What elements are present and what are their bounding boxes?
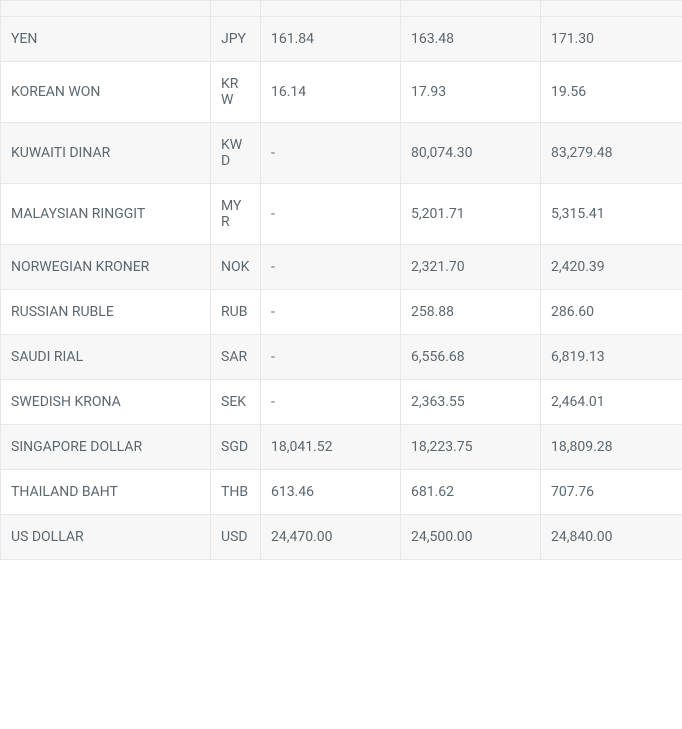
currency-name-cell: SAUDI RIAL	[1, 335, 211, 380]
rate-3-cell: 707.76	[541, 470, 682, 515]
currency-name-cell: RUSSIAN RUBLE	[1, 290, 211, 335]
currency-name-cell: KOREAN WON	[1, 62, 211, 123]
table-row: US DOLLARUSD24,470.0024,500.0024,840.00	[1, 515, 682, 560]
rate-2-cell: 18,223.75	[401, 425, 541, 470]
rate-1-cell: -	[261, 184, 401, 245]
currency-code-cell: USD	[211, 515, 261, 560]
rate-3-cell: 2,420.39	[541, 245, 682, 290]
currency-rate-table: YENJPY161.84163.48171.30KOREAN WONKRW16.…	[0, 0, 682, 560]
currency-code-cell: MYR	[211, 184, 261, 245]
rate-1-cell: 16.14	[261, 62, 401, 123]
table-row: THAILAND BAHTTHB613.46681.62707.76	[1, 470, 682, 515]
currency-name-cell: SWEDISH KRONA	[1, 380, 211, 425]
table-row: RUSSIAN RUBLERUB-258.88286.60	[1, 290, 682, 335]
rate-1-cell: 161.84	[261, 17, 401, 62]
rate-1-cell: -	[261, 335, 401, 380]
rate-3-cell: 6,819.13	[541, 335, 682, 380]
rate-3-cell: 171.30	[541, 17, 682, 62]
currency-name-cell: MALAYSIAN RINGGIT	[1, 184, 211, 245]
currency-name-cell: NORWEGIAN KRONER	[1, 245, 211, 290]
currency-code-cell: RUB	[211, 290, 261, 335]
table-row: KOREAN WONKRW16.1417.9319.56	[1, 62, 682, 123]
table-row: SWEDISH KRONASEK-2,363.552,464.01	[1, 380, 682, 425]
rate-1-cell: 18,041.52	[261, 425, 401, 470]
rate-2-cell: 2,363.55	[401, 380, 541, 425]
rate-2-cell: 80,074.30	[401, 123, 541, 184]
rate-1-cell: -	[261, 290, 401, 335]
rate-2-cell: 5,201.71	[401, 184, 541, 245]
currency-name-cell: THAILAND BAHT	[1, 470, 211, 515]
rate-2-cell: 258.88	[401, 290, 541, 335]
currency-code-cell: KWD	[211, 123, 261, 184]
rate-2-cell: 2,321.70	[401, 245, 541, 290]
rate-3-cell: 5,315.41	[541, 184, 682, 245]
rate-1-cell: -	[261, 123, 401, 184]
rate-2-cell: 24,500.00	[401, 515, 541, 560]
table-row: SINGAPORE DOLLARSGD18,041.5218,223.7518,…	[1, 425, 682, 470]
currency-name-cell: SINGAPORE DOLLAR	[1, 425, 211, 470]
table-row: KUWAITI DINARKWD-80,074.3083,279.48	[1, 123, 682, 184]
rate-3-cell: 19.56	[541, 62, 682, 123]
currency-code-cell: SGD	[211, 425, 261, 470]
rate-3-cell: 18,809.28	[541, 425, 682, 470]
table-row: MALAYSIAN RINGGITMYR-5,201.715,315.41	[1, 184, 682, 245]
rate-1-cell: -	[261, 380, 401, 425]
currency-code-cell: THB	[211, 470, 261, 515]
rate-3-cell: 24,840.00	[541, 515, 682, 560]
currency-name-cell: YEN	[1, 17, 211, 62]
rate-1-cell: 613.46	[261, 470, 401, 515]
currency-name-cell: US DOLLAR	[1, 515, 211, 560]
rate-3-cell: 83,279.48	[541, 123, 682, 184]
rate-2-cell: 17.93	[401, 62, 541, 123]
currency-code-cell: KRW	[211, 62, 261, 123]
currency-code-cell: SAR	[211, 335, 261, 380]
rate-2-cell: 6,556.68	[401, 335, 541, 380]
table-header-spacer	[1, 1, 682, 17]
currency-name-cell: KUWAITI DINAR	[1, 123, 211, 184]
rate-2-cell: 163.48	[401, 17, 541, 62]
rate-3-cell: 2,464.01	[541, 380, 682, 425]
currency-code-cell: JPY	[211, 17, 261, 62]
table-row: SAUDI RIALSAR-6,556.686,819.13	[1, 335, 682, 380]
rate-3-cell: 286.60	[541, 290, 682, 335]
table-row: NORWEGIAN KRONERNOK-2,321.702,420.39	[1, 245, 682, 290]
rate-1-cell: 24,470.00	[261, 515, 401, 560]
currency-code-cell: NOK	[211, 245, 261, 290]
rate-2-cell: 681.62	[401, 470, 541, 515]
table-row: YENJPY161.84163.48171.30	[1, 17, 682, 62]
rate-1-cell: -	[261, 245, 401, 290]
currency-code-cell: SEK	[211, 380, 261, 425]
